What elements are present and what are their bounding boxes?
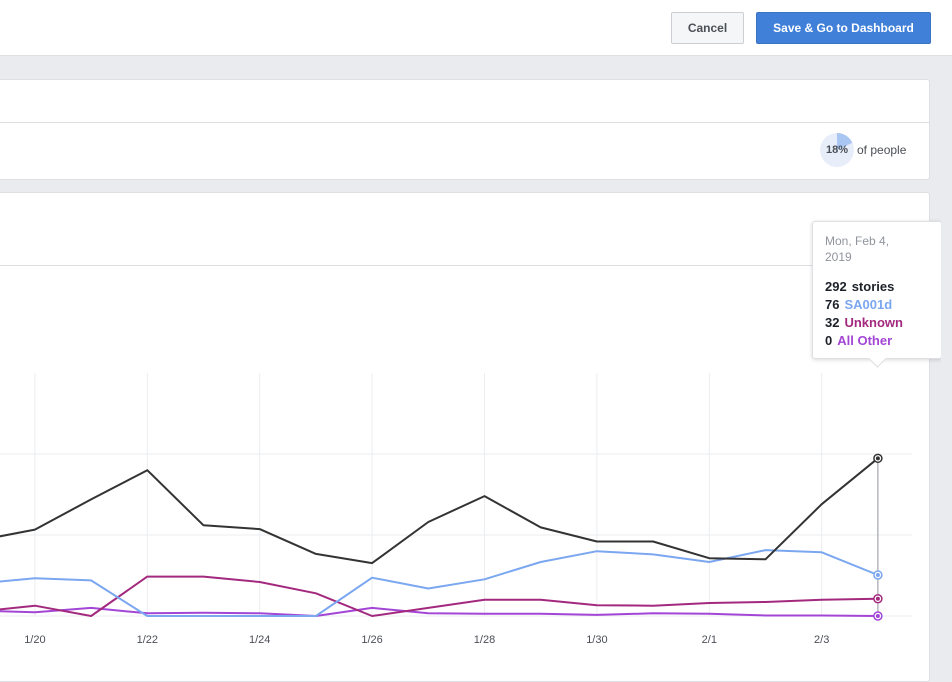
x-tick-label: 1/22 bbox=[137, 634, 158, 646]
card-divider bbox=[0, 265, 929, 266]
x-tick-label: 2/3 bbox=[814, 634, 829, 646]
percentage-label: of people bbox=[857, 143, 907, 157]
percentage-pie: 18% bbox=[819, 132, 855, 168]
card-divider bbox=[0, 122, 929, 123]
hover-point-dot-stories bbox=[875, 456, 880, 461]
hover-point-dot-unknown bbox=[875, 596, 880, 601]
hover-point-dot-sa001d bbox=[875, 572, 880, 577]
chart-grid bbox=[0, 373, 912, 617]
tooltip-date: Mon, Feb 4, 2019 bbox=[825, 234, 890, 264]
hover-point-dot-all-other bbox=[875, 614, 880, 618]
chart-tooltip: Mon, Feb 4, 2019 292 stories 76 SA001d 32 U… bbox=[812, 221, 942, 368]
x-tick-label: 1/20 bbox=[24, 634, 45, 646]
cancel-button[interactable]: Cancel bbox=[671, 12, 744, 44]
series-line-unknown bbox=[0, 575, 878, 617]
series-line-stories bbox=[0, 457, 879, 565]
chart-card bbox=[0, 192, 930, 682]
scrollbar[interactable] bbox=[941, 56, 952, 673]
x-tick-label: 1/26 bbox=[361, 634, 382, 646]
x-tick-label: 1/24 bbox=[249, 634, 270, 646]
tooltip-row-sa001d: 76 SA001d bbox=[825, 297, 893, 312]
x-tick-label: 1/30 bbox=[586, 634, 607, 646]
percentage-pie-slice bbox=[837, 133, 853, 150]
save-go-to-dashboard-button[interactable]: Save & Go to Dashboard bbox=[756, 12, 931, 44]
x-tick-label: 2/1 bbox=[702, 634, 717, 646]
audience-card: 18% of people bbox=[0, 79, 930, 180]
audience-percentage: 18% of people bbox=[819, 132, 906, 168]
x-tick-label: 1/28 bbox=[474, 634, 495, 646]
top-toolbar: Cancel Save & Go to Dashboard bbox=[0, 0, 952, 56]
series-line-all-other bbox=[0, 606, 878, 617]
tooltip-row-stories: 292 stories bbox=[825, 279, 895, 294]
tooltip-row-unknown: 32 Unknown bbox=[825, 315, 903, 330]
percentage-value: 18% bbox=[825, 144, 849, 156]
tooltip-row-all-other: 0 All Other bbox=[825, 333, 893, 348]
